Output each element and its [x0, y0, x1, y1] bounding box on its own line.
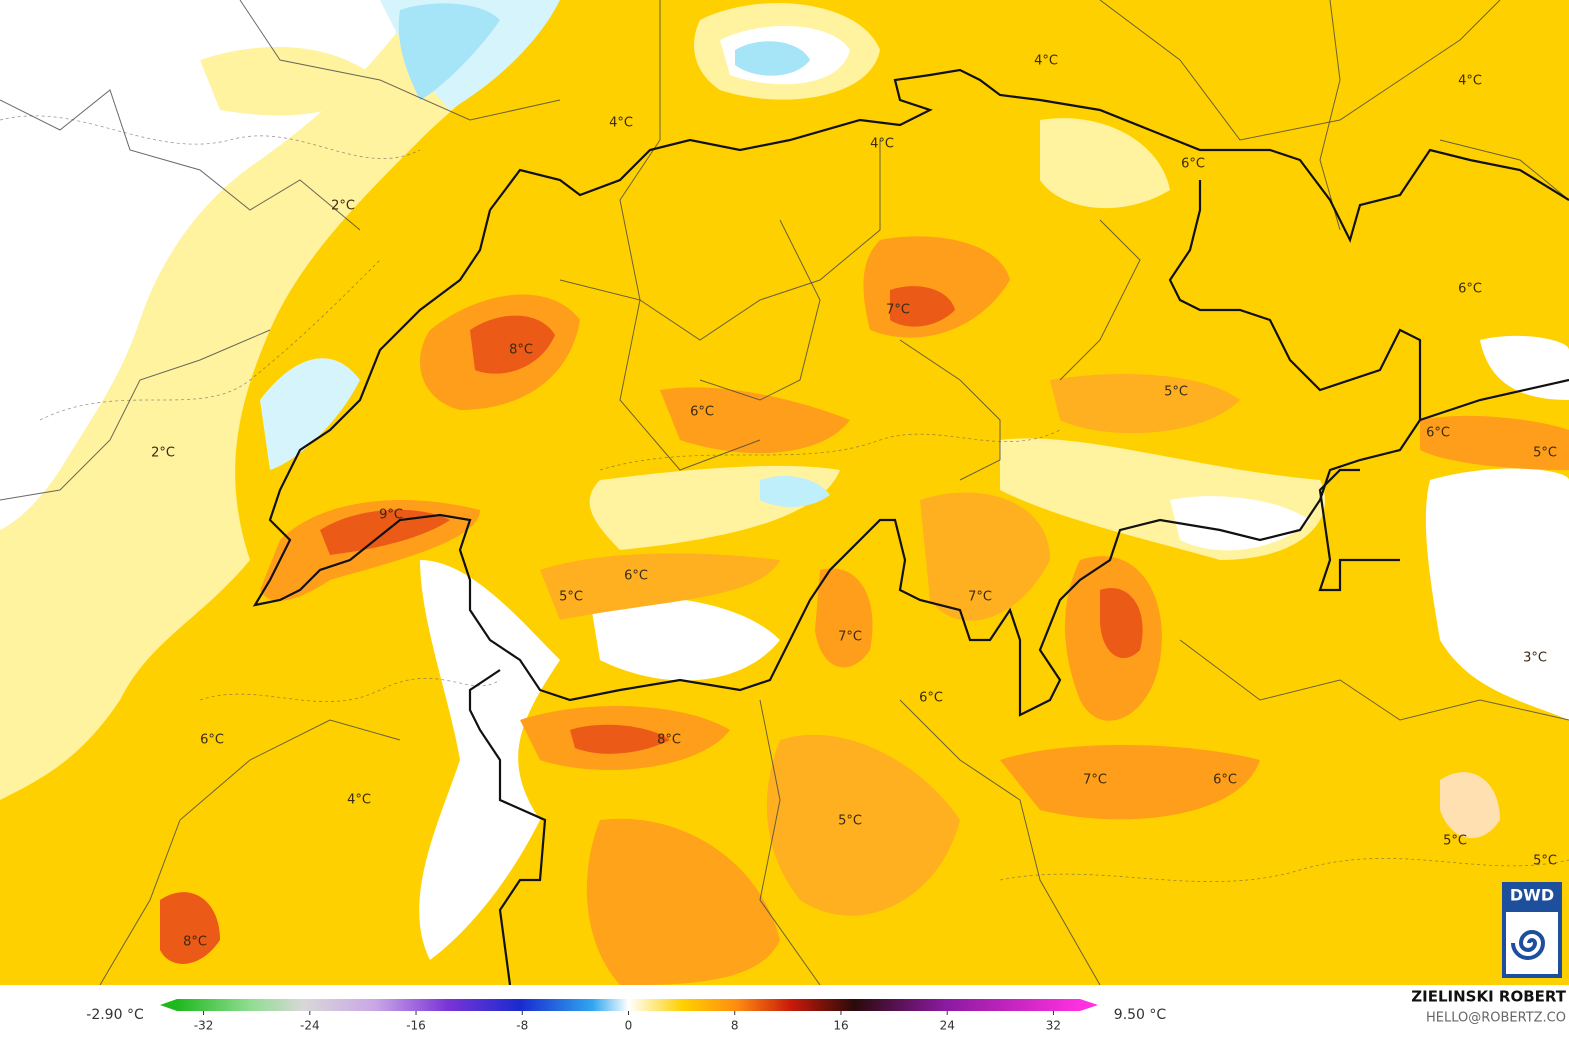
- borders: [0, 0, 1569, 986]
- dwd-logo: DWD: [1502, 882, 1562, 978]
- colorbar-tick-label: -8: [516, 1019, 528, 1033]
- temperature-label: 6°C: [690, 405, 714, 420]
- temperature-label: 6°C: [1426, 426, 1450, 441]
- colorbar-tick-label: -32: [194, 1019, 214, 1033]
- contours: [0, 115, 1569, 882]
- logo-text: DWD: [1510, 886, 1554, 905]
- credit-author: ZIELINSKI ROBERT: [1411, 988, 1566, 1006]
- temperature-label: 6°C: [919, 691, 943, 706]
- temperature-label: 9°C: [379, 508, 403, 523]
- temperature-label: 5°C: [559, 590, 583, 605]
- temperature-label: 6°C: [200, 733, 224, 748]
- temperature-label: 7°C: [838, 630, 862, 645]
- temperature-field: [0, 0, 1569, 985]
- temperature-label: 3°C: [1523, 651, 1547, 666]
- temperature-label: 8°C: [657, 733, 681, 748]
- colorbar-scale: [177, 999, 1080, 1011]
- temperature-label: 5°C: [1533, 446, 1557, 461]
- temperature-label: 6°C: [1213, 773, 1237, 788]
- temperature-label: 7°C: [1083, 773, 1107, 788]
- temperature-label: 2°C: [331, 199, 355, 214]
- temperature-label: 5°C: [1533, 854, 1557, 869]
- colorbar-tick-label: 0: [625, 1019, 633, 1033]
- temperature-label: 6°C: [624, 569, 648, 584]
- temperature-label: 5°C: [1443, 834, 1467, 849]
- temperature-label: 4°C: [347, 793, 371, 808]
- temperature-label: 7°C: [968, 590, 992, 605]
- temperature-label: 4°C: [609, 116, 633, 131]
- temperature-label: 8°C: [509, 343, 533, 358]
- temperature-label: 5°C: [1164, 385, 1188, 400]
- colorbar-tick-label: 32: [1046, 1019, 1061, 1033]
- colorbar-low-arrow: [160, 999, 177, 1011]
- credit-contact: HELLO@ROBERTZ.CO: [1426, 1011, 1566, 1026]
- temperature-label: 4°C: [1034, 54, 1058, 69]
- temperature-label: 4°C: [1458, 74, 1482, 89]
- colorbar-tick-label: 8: [731, 1019, 739, 1033]
- colorbar-tick-label: -24: [300, 1019, 320, 1033]
- colorbar-tick-label: 24: [940, 1019, 955, 1033]
- colorbar-tick-label: -16: [406, 1019, 426, 1033]
- temperature-label: 7°C: [886, 303, 910, 318]
- temperature-label: 8°C: [183, 935, 207, 950]
- temperature-label: 6°C: [1458, 282, 1482, 297]
- temperature-label: 6°C: [1181, 157, 1205, 172]
- colorbar-tick-label: 16: [833, 1019, 848, 1033]
- colorbar: -2.90 °C 9.50 °C -32 -24 -16 -8 0 8 16 24 32: [86, 999, 1166, 1033]
- temperature-label: 4°C: [870, 137, 894, 152]
- colorbar-high-arrow: [1080, 999, 1098, 1011]
- colorbar-min: -2.90 °C: [86, 1007, 144, 1023]
- map-labels: 4°C 4°C 4°C 4°C 6°C 2°C 6°C 7°C 8°C 5°C 6°C 6°C 5°C 2…: [151, 54, 1557, 950]
- colorbar-max: 9.50 °C: [1114, 1007, 1167, 1023]
- temperature-label: 5°C: [838, 814, 862, 829]
- temperature-label: 2°C: [151, 446, 175, 461]
